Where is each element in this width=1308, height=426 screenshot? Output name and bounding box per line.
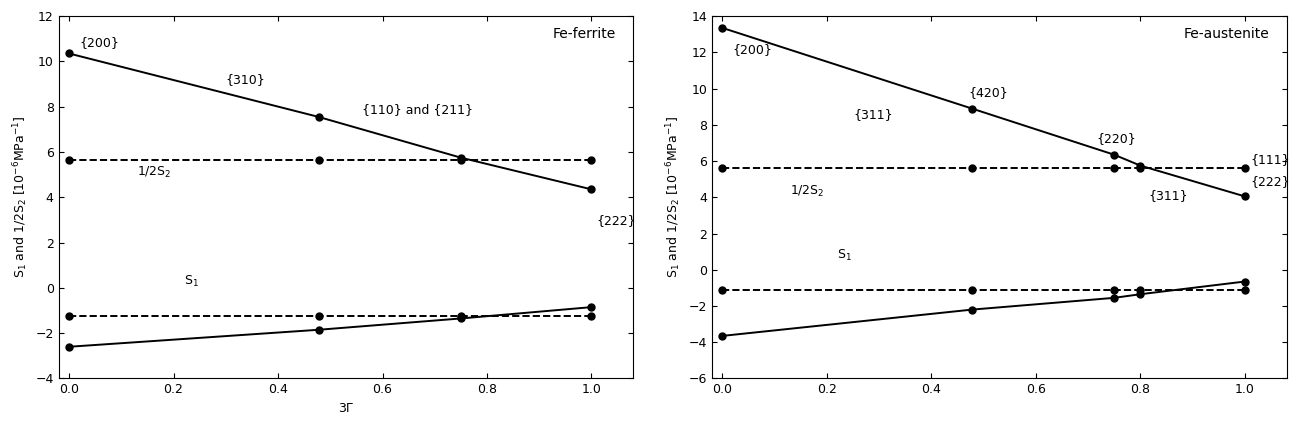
- Text: {200}: {200}: [80, 36, 119, 49]
- Y-axis label: S$_1$ and 1/2S$_2$ [10$^{-6}$MPa$^{-1}$]: S$_1$ and 1/2S$_2$ [10$^{-6}$MPa$^{-1}$]: [664, 116, 683, 279]
- Text: {311}: {311}: [1148, 189, 1188, 202]
- Text: {310}: {310}: [226, 73, 266, 86]
- Text: Fe-ferrite: Fe-ferrite: [553, 27, 616, 41]
- Text: 1/2S$_2$: 1/2S$_2$: [137, 165, 171, 180]
- Text: {420}: {420}: [968, 86, 1007, 98]
- Text: {222}: {222}: [1250, 175, 1290, 188]
- X-axis label: 3Γ: 3Γ: [339, 402, 353, 415]
- Text: 1/2S$_2$: 1/2S$_2$: [790, 184, 824, 199]
- Text: {200}: {200}: [732, 43, 773, 56]
- Text: {311}: {311}: [853, 108, 892, 121]
- Text: {220}: {220}: [1096, 132, 1135, 145]
- Text: {110} and {211}: {110} and {211}: [361, 103, 472, 116]
- Text: S$_1$: S$_1$: [837, 248, 852, 263]
- Text: S$_1$: S$_1$: [184, 274, 199, 289]
- Text: Fe-austenite: Fe-austenite: [1184, 27, 1269, 41]
- Y-axis label: S$_1$ and 1/2S$_2$ [10$^{-6}$MPa$^{-1}$]: S$_1$ and 1/2S$_2$ [10$^{-6}$MPa$^{-1}$]: [10, 116, 30, 279]
- Text: {111}: {111}: [1250, 153, 1290, 166]
- Text: {222}: {222}: [596, 214, 636, 227]
